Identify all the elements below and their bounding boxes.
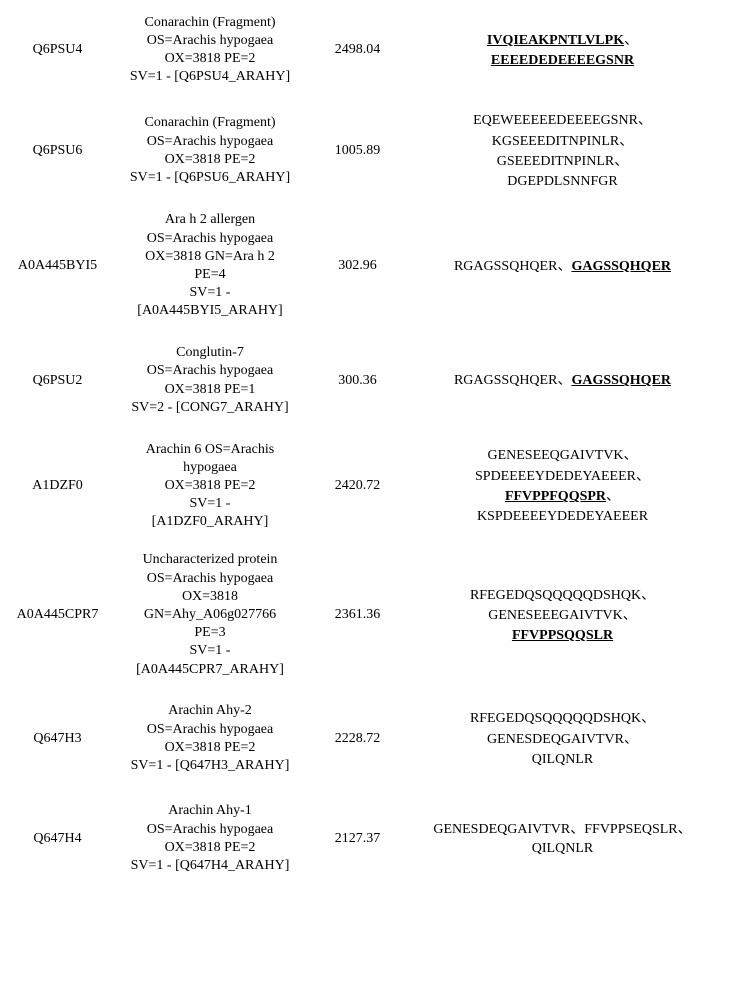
description-cell: Arachin Ahy-1OS=Arachis hypogaeaOX=3818 … <box>110 802 310 875</box>
peptide-sequence: DGEPDLSNNFGR <box>507 174 617 189</box>
table-row: A0A445BYI5Ara h 2 allergenOS=Arachis hyp… <box>0 201 735 330</box>
accession-cell: Q6PSU4 <box>0 42 110 58</box>
description-cell: Conarachin (Fragment)OS=Arachis hypogaea… <box>110 114 310 187</box>
peptide-sequence: GENESDEQGAIVTVR <box>433 822 570 837</box>
peptide-sequence: KGSEEEDITNPINLR <box>492 134 620 149</box>
value-cell: 2498.04 <box>310 42 405 58</box>
accession-cell: A0A445BYI5 <box>0 258 110 274</box>
peptides-cell: EQEWEEEEEDEEEEGSNR、KGSEEEDITNPINLR、GSEEE… <box>405 110 725 191</box>
peptide-separator: 、 <box>614 152 628 168</box>
value-cell: 2228.72 <box>310 731 405 747</box>
peptide-separator: 、 <box>624 31 638 47</box>
description-cell: Conarachin (Fragment)OS=Arachis hypogaea… <box>110 14 310 87</box>
peptide-separator: 、 <box>606 487 620 503</box>
peptide-separator: 、 <box>641 586 655 602</box>
description-cell: Ara h 2 allergenOS=Arachis hypogaeaOX=38… <box>110 211 310 320</box>
peptide-separator: 、 <box>623 606 637 622</box>
description-cell: Arachin Ahy-2OS=Arachis hypogaeaOX=3818 … <box>110 702 310 775</box>
table-row: Q6PSU4Conarachin (Fragment)OS=Arachis hy… <box>0 0 735 100</box>
peptide-separator: 、 <box>624 730 638 746</box>
table-row: Q647H3Arachin Ahy-2OS=Arachis hypogaeaOX… <box>0 689 735 789</box>
value-cell: 2361.36 <box>310 607 405 623</box>
accession-cell: Q6PSU6 <box>0 143 110 159</box>
peptide-sequence: RGAGSSQHQER <box>454 373 557 388</box>
peptide-sequence: GAGSSQHQER <box>571 373 671 388</box>
peptide-sequence: QILQNLR <box>532 752 593 767</box>
description-cell: Uncharacterized proteinOS=Arachis hypoga… <box>110 551 310 678</box>
table-row: Q6PSU2Conglutin-7OS=Arachis hypogaeaOX=3… <box>0 331 735 431</box>
value-cell: 302.96 <box>310 258 405 274</box>
peptide-separator: 、 <box>624 446 638 462</box>
description-cell: Arachin 6 OS=ArachishypogaeaOX=3818 PE=2… <box>110 441 310 532</box>
table-row: A0A445CPR7Uncharacterized proteinOS=Arac… <box>0 541 735 688</box>
accession-cell: A0A445CPR7 <box>0 607 110 623</box>
peptide-sequence: FFVPPFQQSPR <box>505 489 606 504</box>
table-row: Q647H4Arachin Ahy-1OS=Arachis hypogaeaOX… <box>0 789 735 889</box>
peptides-cell: GENESEEQGAIVTVK、SPDEEEEYDEDEYAEEER、FFVPP… <box>405 445 725 526</box>
accession-cell: Q647H3 <box>0 731 110 747</box>
value-cell: 1005.89 <box>310 143 405 159</box>
peptide-separator: 、 <box>678 820 692 836</box>
peptide-sequence: EQEWEEEEEDEEEEGSNR <box>473 113 638 128</box>
peptide-sequence: EEEEDEDEEEEGSNR <box>491 53 634 68</box>
peptide-separator: 、 <box>619 132 633 148</box>
value-cell: 2420.72 <box>310 478 405 494</box>
peptide-sequence: FFVPPSQQSLR <box>512 628 613 643</box>
peptide-separator: 、 <box>570 820 584 836</box>
peptide-separator: 、 <box>557 257 571 273</box>
peptides-cell: RGAGSSQHQER、GAGSSQHQER <box>405 370 725 391</box>
peptide-separator: 、 <box>557 371 571 387</box>
peptides-cell: IVQIEAKPNTLVLPK、 EEEEDEDEEEEGSNR <box>405 30 725 70</box>
value-cell: 300.36 <box>310 373 405 389</box>
peptide-separator: 、 <box>638 111 652 127</box>
peptide-sequence: RFEGEDQSQQQQQDSHQK <box>470 711 641 726</box>
peptide-sequence: GENESEEQGAIVTVK <box>487 448 623 463</box>
table-row: Q6PSU6Conarachin (Fragment)OS=Arachis hy… <box>0 100 735 201</box>
peptide-sequence: GAGSSQHQER <box>571 259 671 274</box>
accession-cell: Q647H4 <box>0 831 110 847</box>
peptide-sequence: KSPDEEEEYDEDEYAEEER <box>477 509 648 524</box>
peptide-sequence: GENESDEQGAIVTVR <box>487 732 624 747</box>
peptides-cell: RFEGEDQSQQQQQDSHQK、GENESDEQGAIVTVR、QILQN… <box>405 708 725 769</box>
peptide-sequence: GSEEEDITNPINLR <box>497 154 614 169</box>
peptide-sequence: FFVPPSEQSLR <box>584 822 677 837</box>
protein-table: Q6PSU4Conarachin (Fragment)OS=Arachis hy… <box>0 0 735 889</box>
peptides-cell: GENESDEQGAIVTVR、FFVPPSEQSLR、QILQNLR <box>405 819 725 859</box>
peptide-sequence: IVQIEAKPNTLVLPK <box>487 33 624 48</box>
peptide-sequence: SPDEEEEYDEDEYAEEER <box>475 469 636 484</box>
peptide-sequence: RGAGSSQHQER <box>454 259 557 274</box>
description-cell: Conglutin-7OS=Arachis hypogaeaOX=3818 PE… <box>110 344 310 417</box>
peptide-separator: 、 <box>641 709 655 725</box>
peptide-separator: 、 <box>636 467 650 483</box>
peptide-sequence: GENESEEEGAIVTVK <box>488 608 623 623</box>
accession-cell: A1DZF0 <box>0 478 110 494</box>
peptide-sequence: RFEGEDQSQQQQQDSHQK <box>470 588 641 603</box>
peptides-cell: RFEGEDQSQQQQQDSHQK、GENESEEEGAIVTVK、FFVPP… <box>405 585 725 646</box>
table-row: A1DZF0Arachin 6 OS=ArachishypogaeaOX=381… <box>0 431 735 542</box>
accession-cell: Q6PSU2 <box>0 373 110 389</box>
peptide-sequence: QILQNLR <box>532 841 593 856</box>
peptides-cell: RGAGSSQHQER、GAGSSQHQER <box>405 256 725 277</box>
value-cell: 2127.37 <box>310 831 405 847</box>
